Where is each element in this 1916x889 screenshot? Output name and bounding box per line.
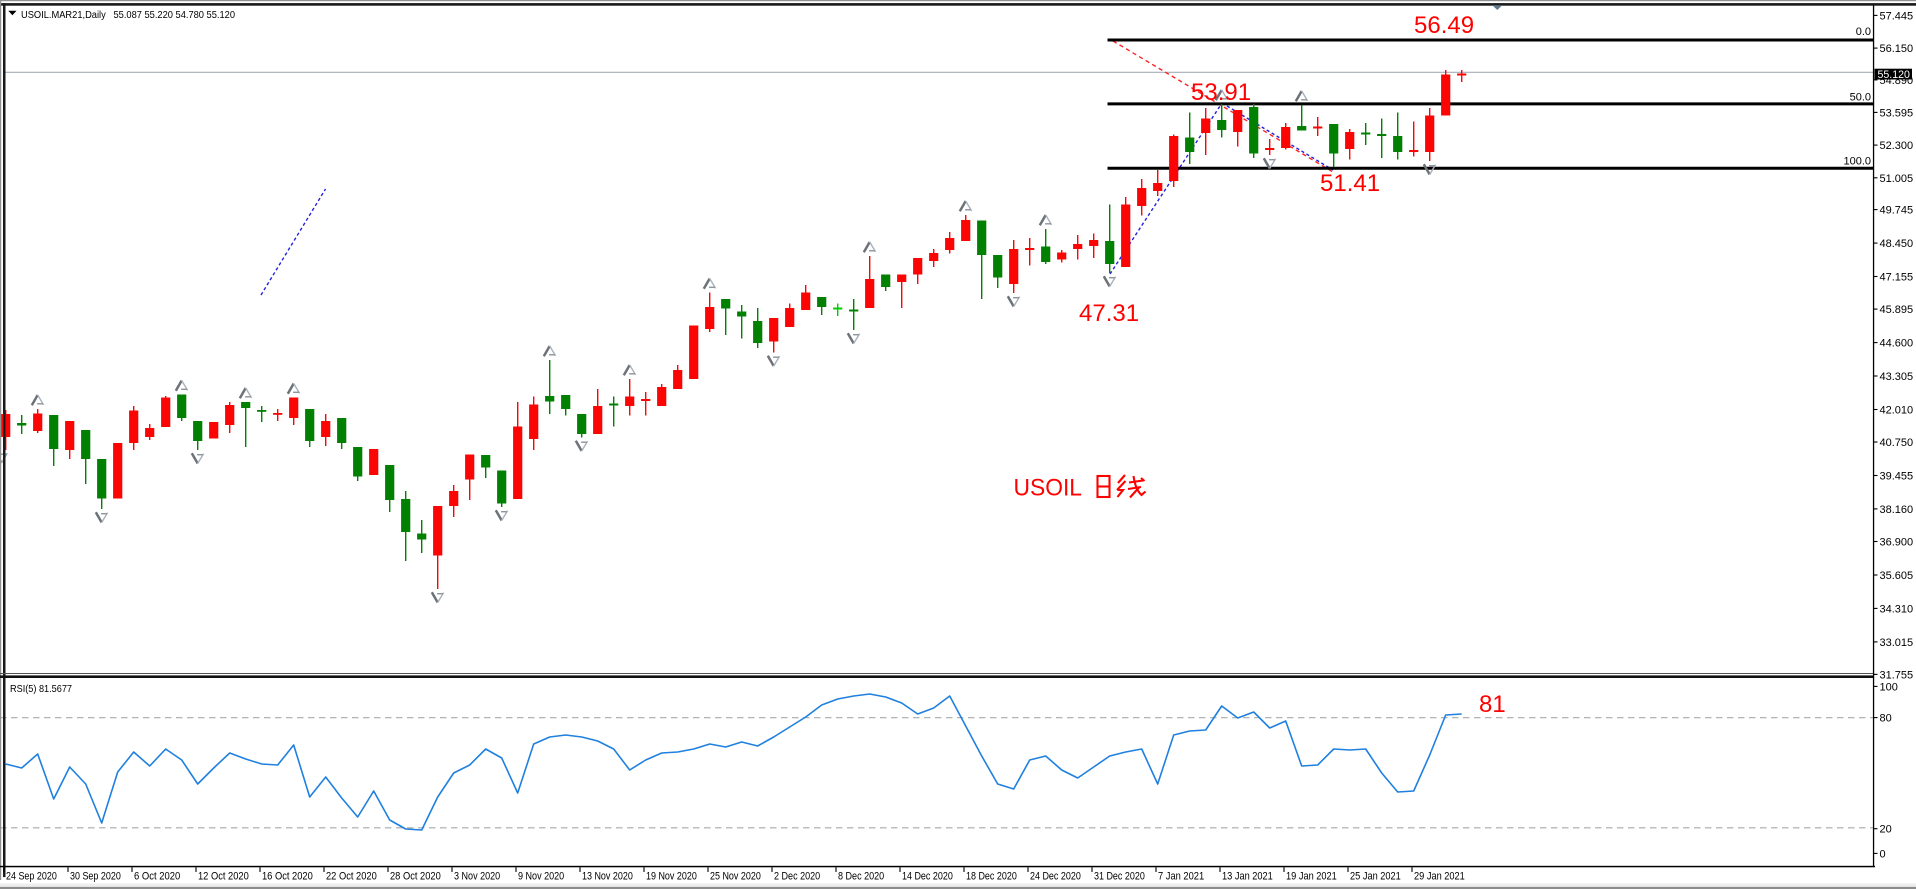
svg-text:29 Jan 2021: 29 Jan 2021 <box>1414 871 1465 883</box>
svg-text:34.310: 34.310 <box>1880 603 1914 615</box>
svg-text:53.595: 53.595 <box>1880 107 1914 119</box>
svg-text:16 Oct 2020: 16 Oct 2020 <box>262 871 313 883</box>
svg-text:81: 81 <box>1479 691 1506 718</box>
svg-text:43.305: 43.305 <box>1880 371 1914 383</box>
svg-text:RSI(5) 81.5677: RSI(5) 81.5677 <box>10 684 72 695</box>
svg-text:38.160: 38.160 <box>1880 504 1914 516</box>
svg-text:13 Nov 2020: 13 Nov 2020 <box>582 871 633 883</box>
svg-text:40.750: 40.750 <box>1880 437 1914 449</box>
svg-text:51.41: 51.41 <box>1320 170 1380 197</box>
svg-text:2 Dec 2020: 2 Dec 2020 <box>774 871 820 883</box>
svg-text:25 Nov 2020: 25 Nov 2020 <box>710 871 761 883</box>
svg-text:20: 20 <box>1880 824 1892 836</box>
svg-text:24 Sep 2020: 24 Sep 2020 <box>6 871 57 883</box>
svg-text:7 Jan 2021: 7 Jan 2021 <box>1158 871 1204 883</box>
svg-text:25 Jan 2021: 25 Jan 2021 <box>1350 871 1401 883</box>
svg-text:31.755: 31.755 <box>1880 669 1914 681</box>
svg-text:13 Jan 2021: 13 Jan 2021 <box>1222 871 1273 883</box>
svg-text:3 Nov 2020: 3 Nov 2020 <box>454 871 500 883</box>
svg-text:39.455: 39.455 <box>1880 471 1914 483</box>
svg-text:56.150: 56.150 <box>1880 43 1914 55</box>
svg-text:50.0: 50.0 <box>1850 92 1871 104</box>
svg-text:19 Nov 2020: 19 Nov 2020 <box>646 871 697 883</box>
svg-text:0: 0 <box>1880 848 1886 860</box>
svg-text:47.31: 47.31 <box>1079 300 1139 327</box>
svg-text:53.91: 53.91 <box>1191 79 1251 106</box>
svg-text:55.120: 55.120 <box>1878 69 1911 81</box>
svg-text:51.005: 51.005 <box>1880 173 1914 185</box>
svg-text:22 Oct 2020: 22 Oct 2020 <box>326 871 377 883</box>
svg-text:28 Oct 2020: 28 Oct 2020 <box>390 871 441 883</box>
svg-text:52.300: 52.300 <box>1880 140 1914 152</box>
svg-text:35.605: 35.605 <box>1880 570 1914 582</box>
svg-text:42.010: 42.010 <box>1880 405 1914 417</box>
svg-text:19 Jan 2021: 19 Jan 2021 <box>1286 871 1337 883</box>
svg-text:56.49: 56.49 <box>1414 12 1474 39</box>
svg-text:100.0: 100.0 <box>1843 156 1871 168</box>
svg-text:100: 100 <box>1880 681 1898 693</box>
svg-text:44.600: 44.600 <box>1880 338 1914 350</box>
svg-text:47.155: 47.155 <box>1880 272 1914 284</box>
svg-text:12 Oct 2020: 12 Oct 2020 <box>198 871 249 883</box>
svg-text:33.015: 33.015 <box>1880 637 1914 649</box>
svg-text:18 Dec 2020: 18 Dec 2020 <box>966 871 1017 883</box>
svg-text:36.900: 36.900 <box>1880 537 1914 549</box>
svg-text:6 Oct 2020: 6 Oct 2020 <box>134 871 180 883</box>
svg-text:USOIL: USOIL <box>1014 475 1083 502</box>
svg-text:14 Dec 2020: 14 Dec 2020 <box>902 871 953 883</box>
svg-text:0.0: 0.0 <box>1856 26 1871 38</box>
svg-text:9 Nov 2020: 9 Nov 2020 <box>518 871 564 883</box>
svg-text:45.895: 45.895 <box>1880 304 1914 316</box>
svg-text:80: 80 <box>1880 713 1892 725</box>
svg-text:30 Sep 2020: 30 Sep 2020 <box>70 871 121 883</box>
svg-text:49.745: 49.745 <box>1880 205 1914 217</box>
svg-text:24 Dec 2020: 24 Dec 2020 <box>1030 871 1081 883</box>
svg-text:31 Dec 2020: 31 Dec 2020 <box>1094 871 1145 883</box>
svg-text:57.445: 57.445 <box>1880 10 1914 22</box>
svg-text:8 Dec 2020: 8 Dec 2020 <box>838 871 884 883</box>
svg-text:USOIL.MAR21,Daily 55.087 55.: USOIL.MAR21,Daily 55.087 55.220 54.780 5… <box>21 10 235 21</box>
svg-text:48.450: 48.450 <box>1880 238 1914 250</box>
